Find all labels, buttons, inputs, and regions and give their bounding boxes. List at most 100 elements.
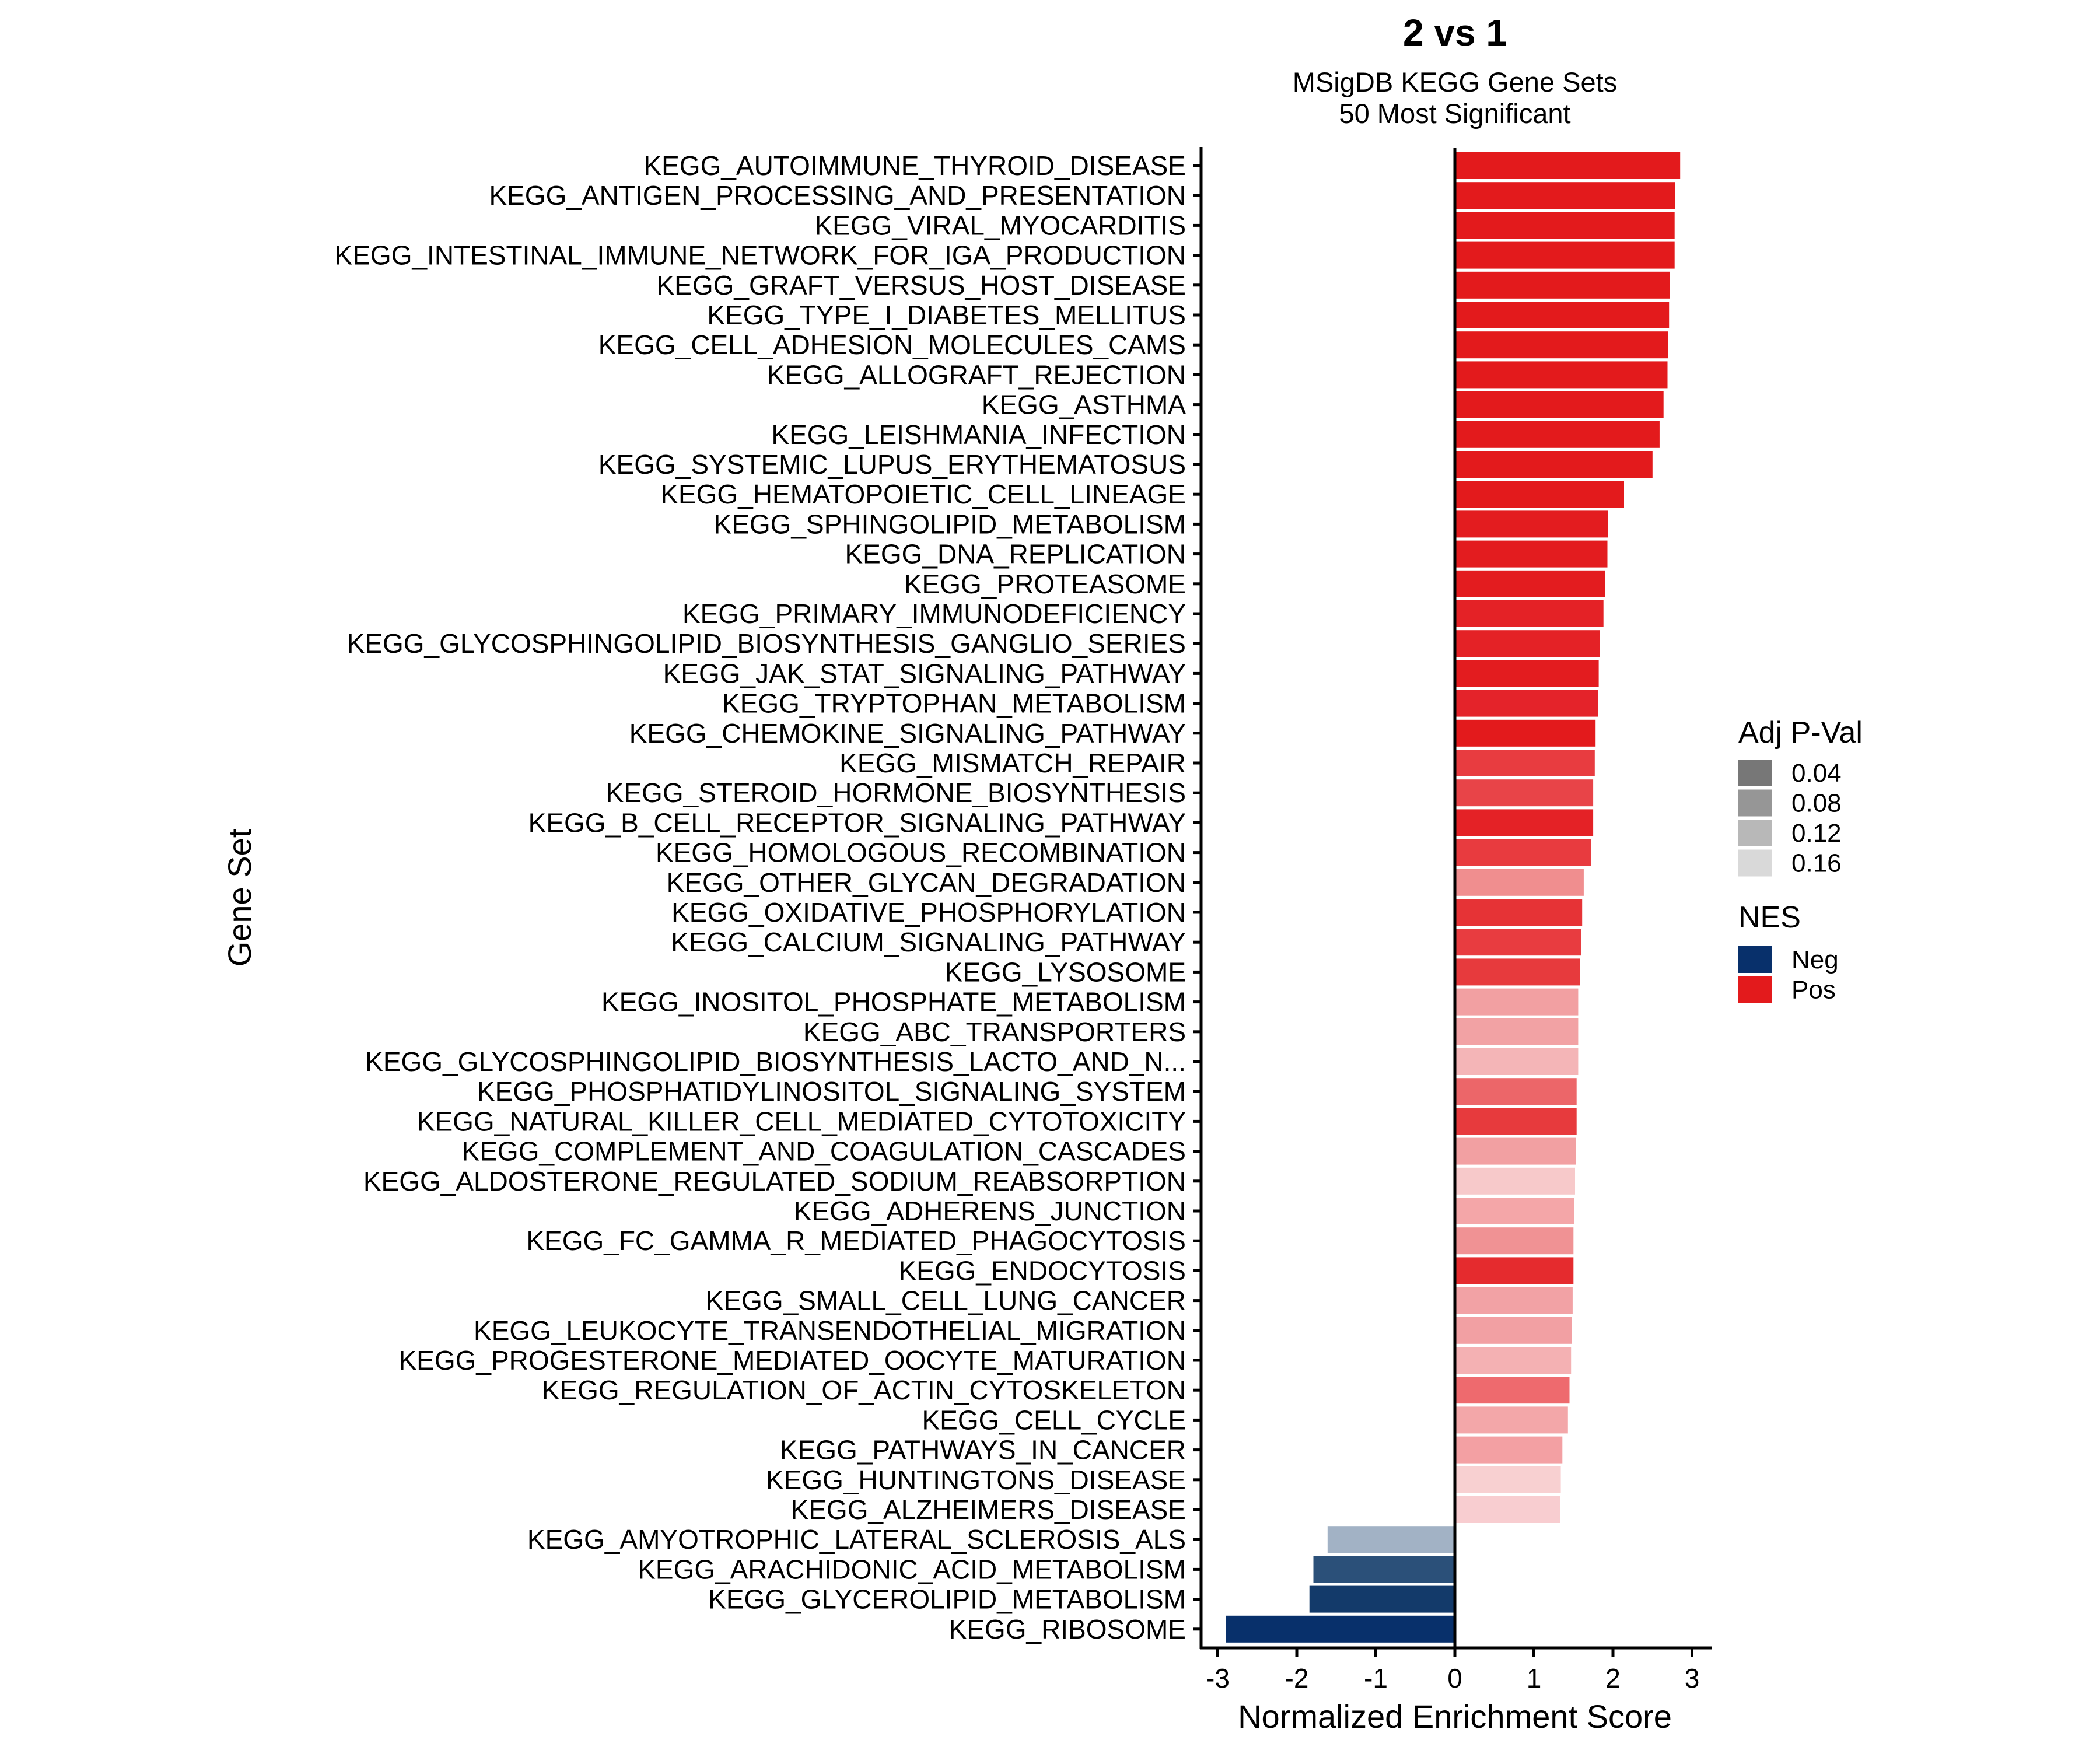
y-tick-label: KEGG_TYPE_I_DIABETES_MELLITUS: [707, 300, 1186, 330]
y-tick-label: KEGG_MISMATCH_REPAIR: [839, 748, 1186, 778]
bar: [1455, 331, 1668, 359]
y-tick-label: KEGG_CHEMOKINE_SIGNALING_PATHWAY: [629, 718, 1186, 748]
legend-label: 0.12: [1791, 819, 1842, 848]
legend-adj-pval-entries: 0.040.080.120.16: [1738, 759, 1842, 878]
bar: [1455, 600, 1604, 627]
bar: [1455, 421, 1660, 448]
bar: [1455, 481, 1624, 508]
x-tick-label: 2: [1605, 1663, 1620, 1693]
y-tick-label: KEGG_HOMOLOGOUS_RECOMBINATION: [656, 838, 1186, 868]
y-tick-label: KEGG_ANTIGEN_PROCESSING_AND_PRESENTATION: [489, 180, 1186, 211]
legend-swatch: [1738, 946, 1772, 973]
bar: [1455, 869, 1584, 896]
bar: [1455, 690, 1598, 717]
bar: [1455, 750, 1595, 776]
bar: [1455, 302, 1670, 328]
x-axis-title: Normalized Enrichment Score: [1238, 1698, 1672, 1735]
y-tick-label: KEGG_HUNTINGTONS_DISEASE: [766, 1465, 1186, 1495]
bar: [1455, 660, 1599, 687]
x-tick-label: 3: [1685, 1663, 1700, 1693]
y-tick-label: KEGG_ALLOGRAFT_REJECTION: [767, 359, 1186, 390]
bar: [1455, 1317, 1572, 1344]
y-tick-label: KEGG_TRYPTOPHAN_METABOLISM: [722, 688, 1186, 719]
bar: [1455, 1227, 1574, 1255]
chart-title: 2 vs 1: [1403, 12, 1507, 54]
bar: [1455, 391, 1664, 418]
y-tick-label: KEGG_DNA_REPLICATION: [845, 539, 1186, 569]
legend-label: Pos: [1791, 976, 1836, 1005]
y-tick-labels: KEGG_AUTOIMMUNE_THYROID_DISEASEKEGG_ANTI…: [335, 150, 1186, 1644]
bar: [1455, 1406, 1568, 1434]
y-tick-label: KEGG_RIBOSOME: [949, 1614, 1186, 1644]
y-tick-label: KEGG_PROGESTERONE_MEDIATED_OOCYTE_MATURA…: [398, 1345, 1186, 1376]
bar: [1455, 1018, 1578, 1045]
bar: [1455, 719, 1596, 747]
x-tick-label: 1: [1527, 1663, 1542, 1693]
legend-adj-pval-title: Adj P-Val: [1738, 716, 1863, 750]
y-tick-label: KEGG_AMYOTROPHIC_LATERAL_SCLEROSIS_ALS: [527, 1524, 1186, 1555]
x-tick-label: -2: [1285, 1663, 1309, 1693]
x-tick-label: 0: [1447, 1663, 1462, 1693]
bar: [1455, 958, 1580, 986]
bar: [1455, 242, 1675, 269]
legend-swatch: [1738, 849, 1772, 877]
bar: [1455, 988, 1578, 1016]
bar: [1455, 361, 1668, 388]
bar: [1455, 899, 1583, 926]
bar: [1455, 182, 1675, 209]
legend-adj-pval: Adj P-Val 0.040.080.120.16: [1738, 716, 1863, 878]
y-tick-label: KEGG_ARACHIDONIC_ACID_METABOLISM: [638, 1554, 1186, 1584]
y-tick-label: KEGG_PHOSPHATIDYLINOSITOL_SIGNALING_SYST…: [477, 1076, 1186, 1107]
bar: [1455, 1466, 1561, 1493]
y-tick-label: KEGG_GRAFT_VERSUS_HOST_DISEASE: [657, 270, 1186, 300]
x-tick-label: -3: [1206, 1663, 1230, 1693]
y-tick-label: KEGG_INTESTINAL_IMMUNE_NETWORK_FOR_IGA_P…: [335, 240, 1186, 271]
y-tick-label: KEGG_PRIMARY_IMMUNODEFICIENCY: [682, 598, 1186, 629]
y-tick-label: KEGG_SPHINGOLIPID_METABOLISM: [714, 509, 1186, 539]
y-tick-label: KEGG_AUTOIMMUNE_THYROID_DISEASE: [643, 150, 1186, 181]
y-tick-label: KEGG_NATURAL_KILLER_CELL_MEDIATED_CYTOTO…: [417, 1106, 1186, 1136]
bar: [1455, 1436, 1563, 1464]
y-tick-label: KEGG_JAK_STAT_SIGNALING_PATHWAY: [663, 658, 1186, 688]
legend-label: 0.08: [1791, 789, 1842, 818]
bar: [1455, 510, 1608, 538]
bar: [1226, 1615, 1455, 1643]
y-tick-label: KEGG_OTHER_GLYCAN_DEGRADATION: [667, 867, 1186, 898]
bar: [1455, 1496, 1560, 1523]
legend-label: Neg: [1791, 946, 1839, 974]
y-tick-label: KEGG_GLYCEROLIPID_METABOLISM: [708, 1584, 1186, 1615]
bar: [1455, 570, 1605, 597]
legend-swatch: [1738, 789, 1772, 817]
bar: [1455, 1257, 1574, 1284]
x-axis-ticks: -3 -2 -1 0 1 2 3: [1206, 1648, 1699, 1693]
y-axis-title: Gene Set: [221, 828, 258, 967]
y-tick-label: KEGG_PATHWAYS_IN_CANCER: [780, 1435, 1186, 1465]
legend-label: 0.04: [1791, 759, 1842, 788]
bar: [1455, 1048, 1578, 1075]
y-tick-label: KEGG_SYSTEMIC_LUPUS_ERYTHEMATOSUS: [598, 449, 1186, 480]
y-tick-label: KEGG_ASTHMA: [982, 390, 1186, 420]
legend-nes-title: NES: [1738, 901, 1801, 935]
bar: [1313, 1556, 1455, 1583]
y-tick-label: KEGG_CELL_ADHESION_MOLECULES_CAMS: [598, 330, 1186, 360]
bar: [1455, 1138, 1576, 1165]
y-tick-label: KEGG_HEMATOPOIETIC_CELL_LINEAGE: [660, 479, 1186, 509]
y-tick-label: KEGG_SMALL_CELL_LUNG_CANCER: [706, 1286, 1186, 1316]
x-tick-label: -1: [1364, 1663, 1388, 1693]
legend-swatch: [1738, 820, 1772, 846]
bar: [1455, 1198, 1574, 1224]
y-tick-label: KEGG_COMPLEMENT_AND_COAGULATION_CASCADES: [462, 1136, 1186, 1167]
bar: [1455, 929, 1581, 956]
chart-subtitle-line-2: 50 Most Significant: [1339, 98, 1570, 129]
bar: [1455, 540, 1608, 568]
bar: [1455, 1347, 1572, 1374]
bar: [1455, 1167, 1575, 1195]
bar: [1327, 1526, 1455, 1553]
legend-label: 0.16: [1791, 849, 1842, 878]
bar: [1455, 271, 1670, 299]
y-tick-label: KEGG_LEUKOCYTE_TRANSENDOTHELIAL_MIGRATIO…: [474, 1315, 1186, 1346]
bar: [1455, 809, 1594, 836]
